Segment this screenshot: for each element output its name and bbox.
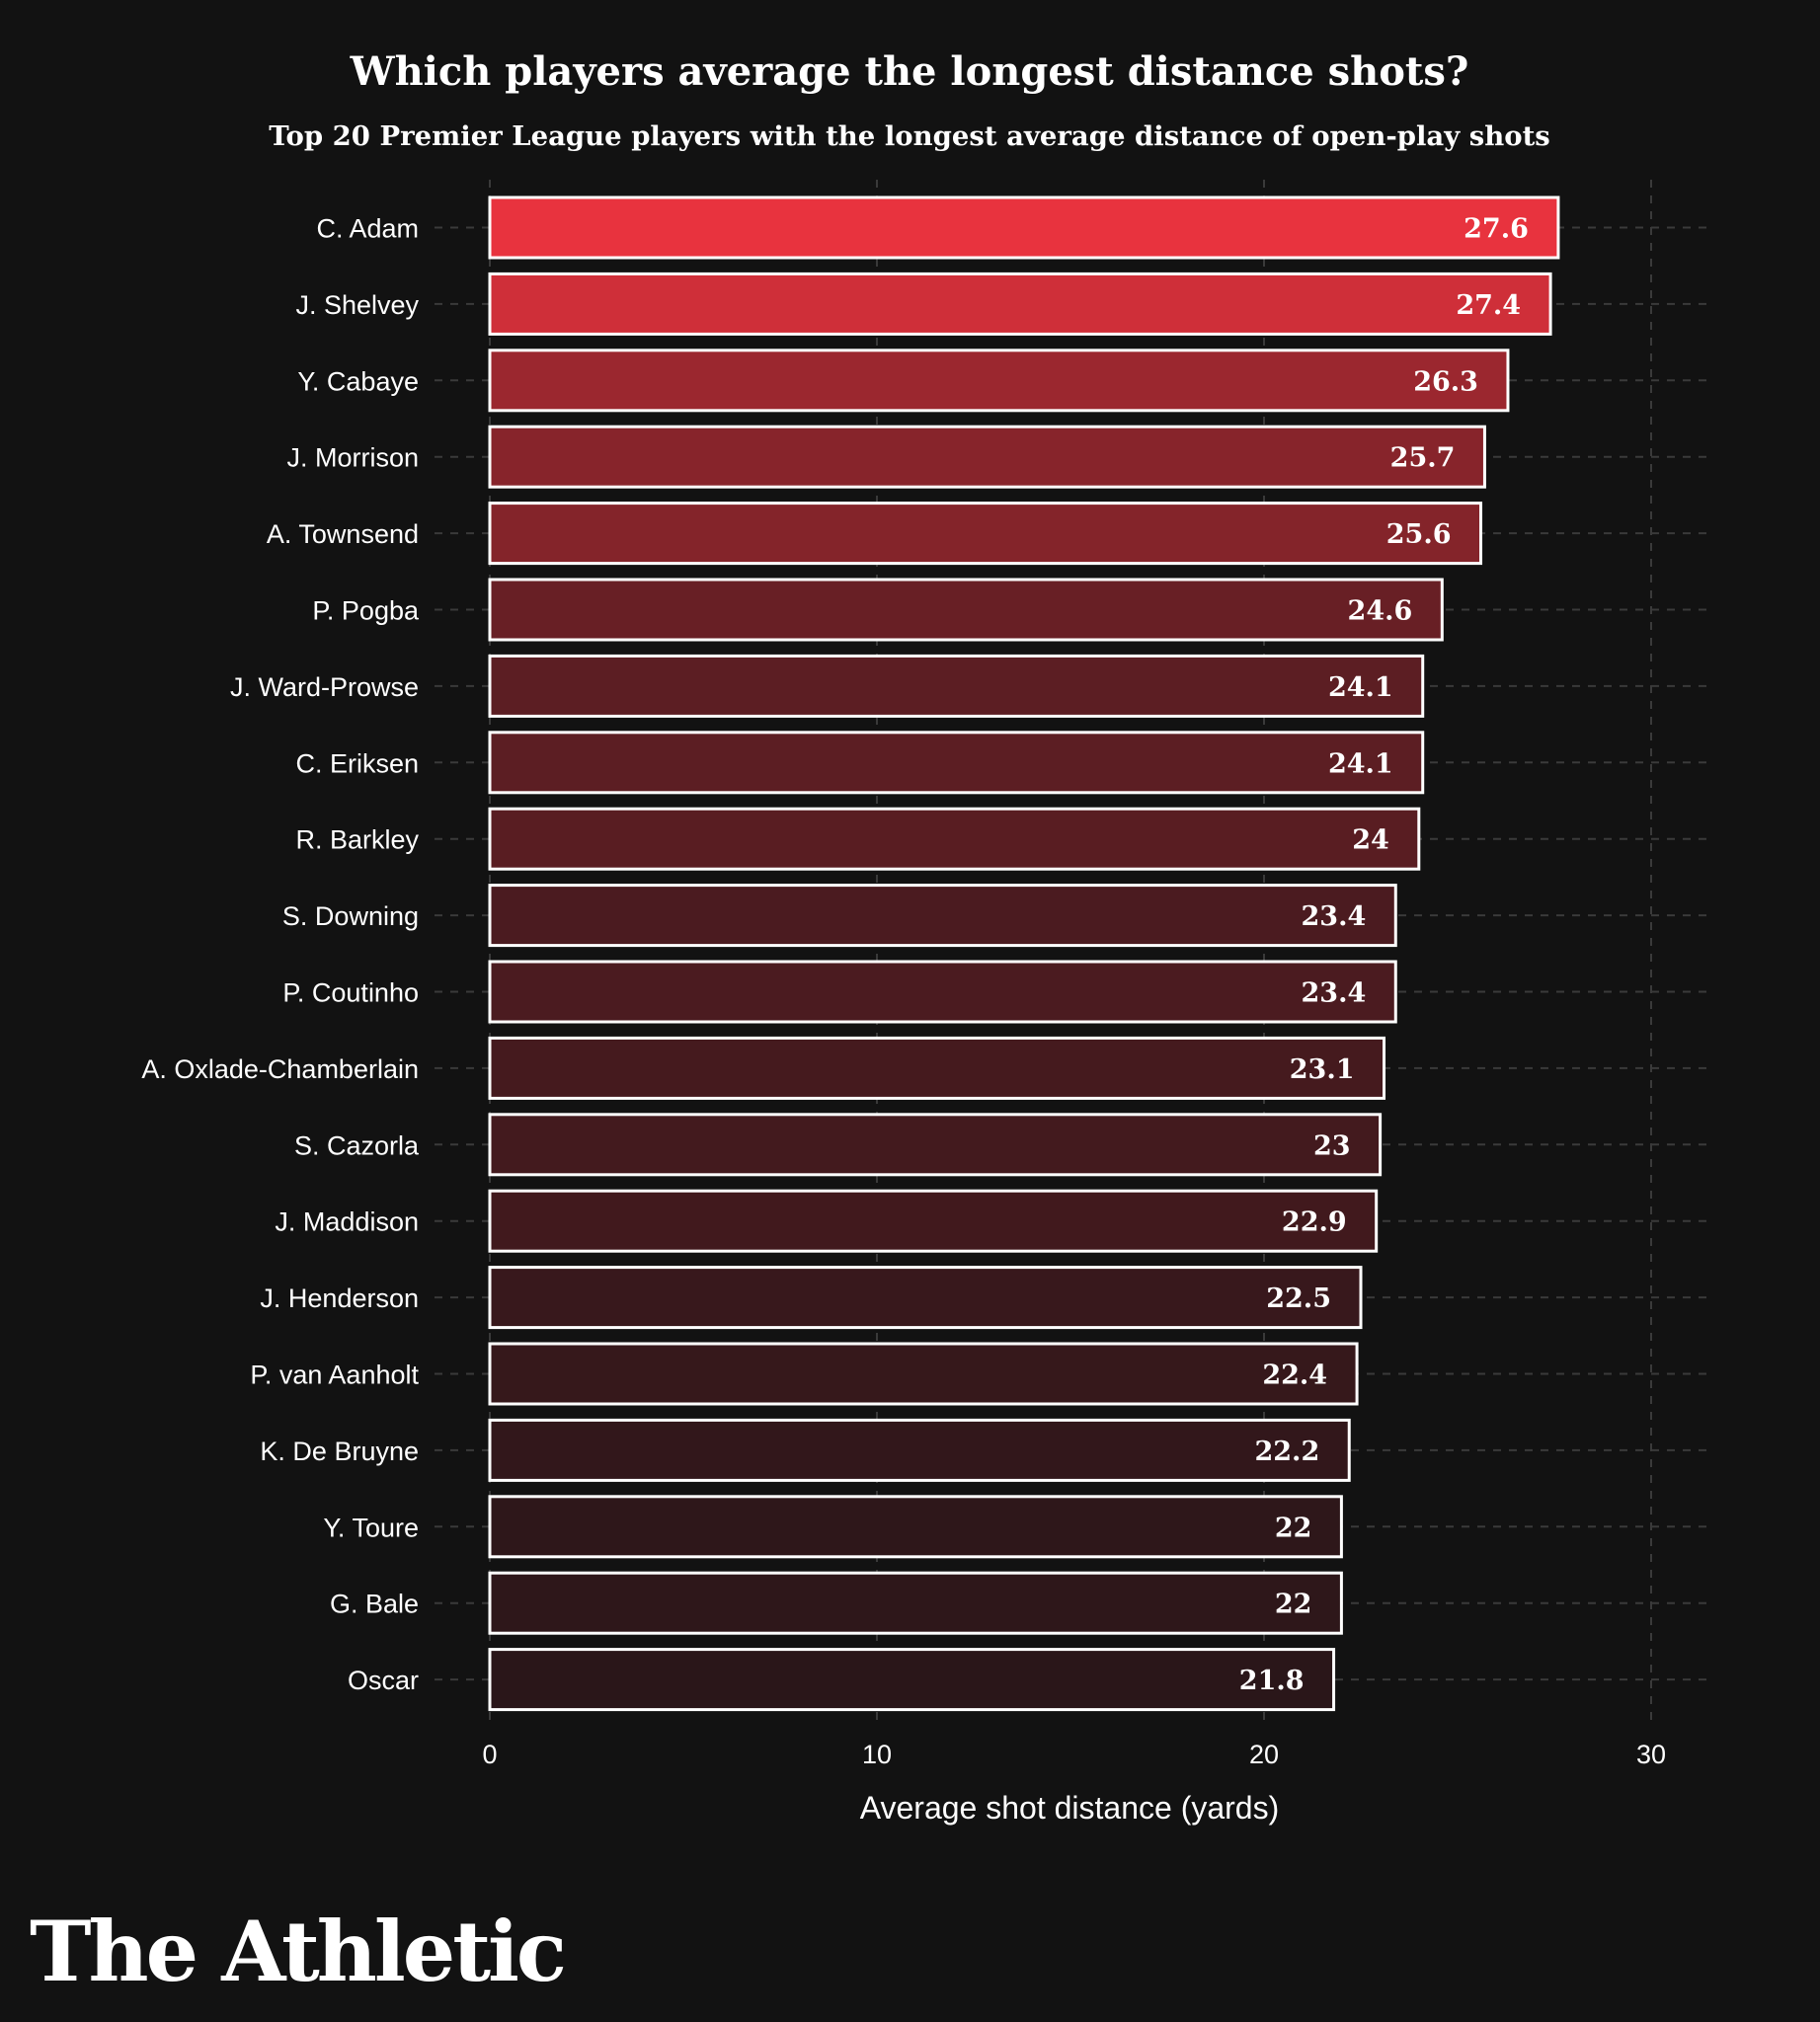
- value-label: 22: [1275, 1513, 1312, 1543]
- chart-subtitle: Top 20 Premier League players with the l…: [269, 120, 1550, 152]
- value-label: 25.7: [1390, 443, 1456, 474]
- category-label: Y. Toure: [323, 1513, 419, 1542]
- bar: [488, 807, 1421, 871]
- bar: [488, 960, 1397, 1024]
- category-label: J. Morrison: [286, 443, 419, 473]
- bar: [488, 1036, 1386, 1100]
- x-tick-label: 0: [482, 1740, 497, 1769]
- category-label: A. Townsend: [267, 519, 419, 549]
- value-label: 27.6: [1464, 214, 1529, 245]
- x-tick-label: 30: [1636, 1740, 1666, 1769]
- value-label: 25.6: [1386, 519, 1452, 550]
- bar: [488, 1418, 1351, 1482]
- category-label: C. Eriksen: [295, 748, 419, 778]
- category-label: Oscar: [348, 1666, 419, 1695]
- category-label: J. Maddison: [275, 1207, 419, 1237]
- category-label: P. Pogba: [312, 596, 420, 626]
- bar: [488, 272, 1552, 336]
- category-label: S. Downing: [282, 901, 419, 931]
- value-label: 24.1: [1328, 748, 1393, 779]
- value-label: 22: [1275, 1590, 1312, 1620]
- bars: [488, 195, 1560, 1712]
- value-label: 23: [1313, 1130, 1351, 1161]
- category-label: J. Shelvey: [295, 290, 419, 320]
- value-label: 24.6: [1348, 596, 1413, 627]
- bar: [488, 502, 1483, 566]
- category-label: P. van Aanholt: [250, 1361, 419, 1390]
- value-label: 24.1: [1328, 672, 1393, 703]
- category-label: J. Ward-Prowse: [230, 672, 419, 702]
- value-label: 22.4: [1262, 1361, 1327, 1391]
- bar: [488, 654, 1425, 718]
- bar: [488, 349, 1510, 413]
- category-label: J. Henderson: [260, 1283, 419, 1313]
- bar: [488, 1495, 1343, 1559]
- bar: [488, 578, 1444, 642]
- the-athletic-logo: The Athletic: [30, 1903, 564, 2000]
- x-tick-label: 10: [862, 1740, 892, 1769]
- bar: [488, 1648, 1336, 1712]
- bar: [488, 1113, 1383, 1177]
- bar: [488, 1266, 1363, 1330]
- bar: [488, 195, 1560, 260]
- value-label: 22.2: [1254, 1437, 1319, 1467]
- x-axis-ticks: 0 10 20 30: [482, 1740, 1666, 1769]
- value-label: 21.8: [1239, 1666, 1305, 1696]
- chart-title: Which players average the longest distan…: [350, 48, 1469, 95]
- bar: [488, 1189, 1379, 1253]
- category-label: R. Barkley: [295, 825, 419, 855]
- bar: [488, 1571, 1343, 1635]
- x-tick-label: 20: [1249, 1740, 1279, 1769]
- category-label: K. De Bruyne: [260, 1437, 419, 1466]
- bar: [488, 731, 1425, 795]
- value-label: 22.9: [1282, 1207, 1347, 1238]
- category-label: C. Adam: [316, 214, 419, 244]
- value-label: 27.4: [1456, 290, 1521, 321]
- category-label: G. Bale: [330, 1590, 419, 1619]
- value-label: 26.3: [1413, 366, 1478, 397]
- category-label: P. Coutinho: [282, 978, 419, 1008]
- value-label: 22.5: [1266, 1283, 1331, 1314]
- value-label: 23.1: [1290, 1054, 1355, 1085]
- category-label: A. Oxlade-Chamberlain: [141, 1054, 419, 1084]
- bar: [488, 1342, 1359, 1406]
- category-label: Y. Cabaye: [297, 366, 419, 396]
- value-labels: 27.6 27.4 26.3 25.7 25.6 24.6 24.1 24.1 24 23.4 23…: [1239, 214, 1529, 1697]
- category-labels: C. Adam J. Shelvey Y. Cabaye J. Morrison A. …: [141, 214, 420, 1696]
- value-label: 23.4: [1302, 978, 1367, 1009]
- bar: [488, 425, 1486, 489]
- x-axis-label: Average shot distance (yards): [860, 1790, 1280, 1826]
- value-label: 23.4: [1302, 901, 1367, 932]
- bar: [488, 884, 1397, 948]
- value-label: 24: [1352, 825, 1389, 856]
- category-label: S. Cazorla: [294, 1130, 420, 1160]
